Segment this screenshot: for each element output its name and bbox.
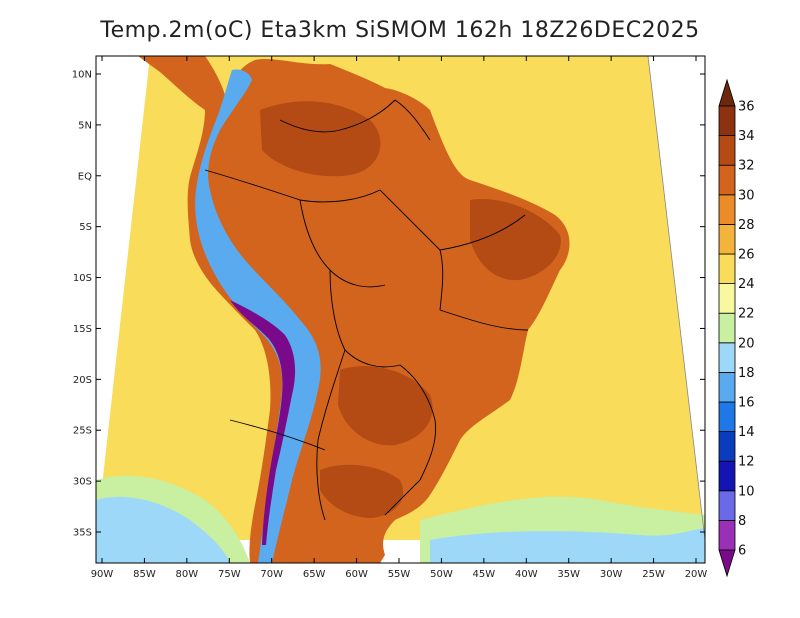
lat-tick-label: 15S [73,324,92,335]
lon-tick-label: 75W [218,569,241,580]
colorbar-min-triangle [718,549,736,578]
lat-tick-label: 5S [79,222,92,233]
colorbar-label: 6 [738,544,746,559]
colorbar-segment [718,312,736,344]
temperature-colorbar: 6 8 10 12 14 16 18 20 22 24 26 28 30 32 34 36 [718,78,755,578]
lat-tick-label: 5N [78,120,92,131]
colorbar-label: 24 [738,277,755,292]
longitude-axis: 90W 85W 80W 75W 70W 65W 60W 55W 50W 45W 40W 35W 30W 2… [91,56,708,580]
colorbar-segment [718,431,736,462]
lon-tick-label: 30W [600,569,623,580]
country-borders [204,99,529,521]
latitude-axis: 10N 5N EQ 5S 10S 15S 20S 25S 30S 35S [72,70,705,539]
lat-tick-label: 35S [73,528,92,539]
colorbar-segment [718,460,736,492]
south-pacific-cold-band [96,496,230,563]
lon-tick-label: 90W [91,569,114,580]
lon-tick-label: 35W [557,569,580,580]
colorbar-segment [718,253,736,285]
lon-tick-label: 55W [388,569,411,580]
lon-tick-label: 50W [430,569,453,580]
map-domain [96,56,705,563]
hot-interior-north [260,101,381,177]
colorbar-segment [718,283,736,314]
colorbar-max-triangle [718,78,736,107]
colorbar-label: 36 [738,100,755,115]
colorbar-segment [718,194,736,225]
lon-tick-label: 80W [176,569,199,580]
lon-tick-label: 20W [685,569,708,580]
lon-tick-label: 70W [260,569,283,580]
lon-tick-label: 60W [345,569,368,580]
lat-tick-label: 25S [73,426,92,437]
lat-tick-label: 10N [72,70,92,81]
colorbar-label: 26 [738,248,755,263]
lon-tick-label: 65W [303,569,326,580]
colorbar-label: 10 [738,484,755,499]
colorbar-segment [718,342,736,373]
lat-tick-label: 30S [73,477,92,488]
andes-cold-core [230,300,296,545]
hot-interior-northeast [470,199,561,281]
colorbar-segment [718,520,736,551]
map-title: Temp.2m(oC) Eta3km SiSMOM 162h 18Z26DEC2… [100,18,700,43]
colorbar-segment [718,135,736,166]
south-atlantic-cold-band [430,528,705,563]
colorbar-label: 16 [738,396,755,411]
colorbar-segment [718,223,736,255]
hot-interior-south [320,464,404,518]
colorbar-label: 30 [738,188,755,203]
lon-tick-label: 45W [473,569,496,580]
colorbar-label: 28 [738,218,755,233]
colorbar-label: 20 [738,336,755,351]
lat-tick-label: 20S [73,375,92,386]
colorbar-segment [718,401,736,433]
colorbar-segment [718,371,736,403]
colorbar-label: 14 [738,425,755,440]
colorbar-label: 22 [738,307,755,322]
lon-tick-label: 40W [515,569,538,580]
plot-frame [95,55,706,564]
colorbar-segment [718,490,736,521]
colorbar-segment [718,164,736,196]
lon-tick-label: 25W [642,569,665,580]
colorbar-segment [718,105,736,137]
colorbar-label: 12 [738,455,755,470]
colorbar-label: 32 [738,159,755,174]
colorbar-label: 34 [738,129,755,144]
lat-tick-label: 10S [73,273,92,284]
lon-tick-label: 85W [133,569,156,580]
lat-tick-label: EQ [78,171,92,182]
colorbar-label: 8 [738,514,746,529]
hot-interior-central [338,366,433,446]
colorbar-label: 18 [738,366,755,381]
